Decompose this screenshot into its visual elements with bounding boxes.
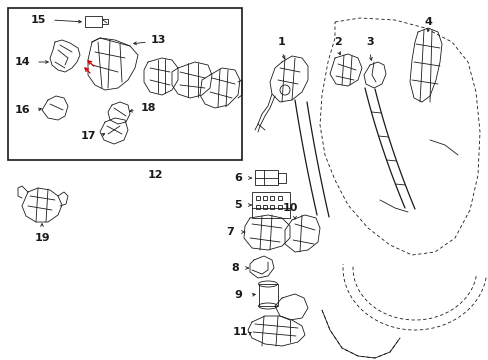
Bar — [278, 205, 282, 209]
Bar — [251, 192, 289, 218]
Bar — [278, 173, 285, 183]
Bar — [269, 205, 273, 209]
Text: 17: 17 — [80, 131, 96, 141]
Text: 9: 9 — [234, 290, 242, 300]
Bar — [85, 16, 102, 27]
Text: 5: 5 — [234, 200, 242, 210]
Bar — [256, 196, 260, 200]
Text: 13: 13 — [150, 35, 165, 45]
Bar — [259, 284, 278, 306]
Text: 4: 4 — [423, 17, 431, 27]
Bar — [8, 8, 242, 160]
Bar — [278, 196, 282, 200]
Text: 16: 16 — [14, 105, 30, 115]
Text: 15: 15 — [30, 15, 45, 25]
Text: 3: 3 — [366, 37, 373, 47]
Text: 10: 10 — [282, 203, 297, 213]
Text: 14: 14 — [14, 57, 30, 67]
Bar — [256, 205, 260, 209]
Bar — [263, 196, 266, 200]
Text: 19: 19 — [34, 233, 50, 243]
Text: 12: 12 — [147, 170, 163, 180]
Bar — [263, 205, 266, 209]
Text: 6: 6 — [234, 173, 242, 183]
Bar — [254, 170, 278, 185]
Text: 18: 18 — [140, 103, 156, 113]
Text: 2: 2 — [333, 37, 341, 47]
Text: 1: 1 — [278, 37, 285, 47]
Bar — [269, 196, 273, 200]
Text: 8: 8 — [231, 263, 238, 273]
Text: 11: 11 — [232, 327, 247, 337]
Text: 7: 7 — [225, 227, 233, 237]
